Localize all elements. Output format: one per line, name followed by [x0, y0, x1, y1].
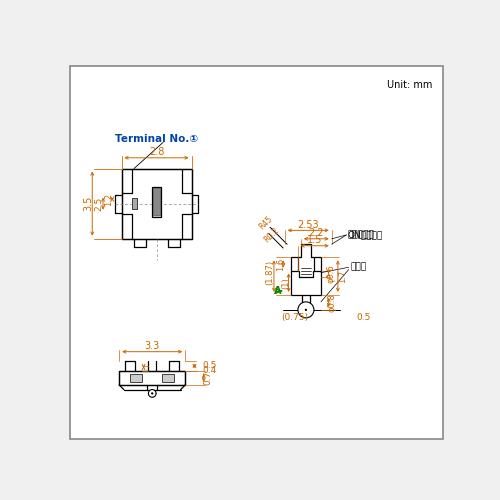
Text: 0.5: 0.5 — [202, 362, 216, 370]
Text: ON初始位置: ON初始位置 — [348, 230, 383, 239]
Text: (1.87): (1.87) — [266, 260, 274, 285]
Bar — [162, 374, 174, 382]
Text: (0.75): (0.75) — [282, 313, 308, 322]
Text: Unit: mm: Unit: mm — [387, 80, 432, 90]
Text: 1.6: 1.6 — [276, 258, 284, 270]
Bar — [132, 198, 136, 209]
Text: 2.8: 2.8 — [149, 148, 164, 158]
Text: 1.7: 1.7 — [338, 270, 347, 283]
Text: Terminal No.①: Terminal No.① — [116, 134, 198, 144]
Text: 0.4: 0.4 — [202, 366, 216, 374]
Text: 3.3: 3.3 — [144, 342, 160, 351]
Text: 1.5: 1.5 — [307, 236, 322, 246]
Text: 2.2: 2.2 — [308, 228, 324, 238]
Bar — [152, 186, 161, 216]
Text: A: A — [274, 286, 281, 296]
Text: 3.5: 3.5 — [84, 196, 94, 212]
Circle shape — [298, 302, 314, 318]
Text: 2.5: 2.5 — [94, 196, 104, 210]
Text: R45: R45 — [257, 214, 274, 231]
Bar — [153, 188, 160, 216]
Text: 1.2: 1.2 — [104, 192, 113, 205]
Circle shape — [305, 308, 307, 311]
Text: 定位销: 定位销 — [350, 263, 366, 272]
Text: 0.7: 0.7 — [204, 370, 213, 385]
Text: 2.53: 2.53 — [298, 220, 319, 230]
Text: φ0.6: φ0.6 — [326, 264, 336, 283]
Text: (1): (1) — [281, 277, 290, 288]
Bar — [130, 374, 142, 382]
Bar — [122, 168, 192, 238]
Circle shape — [148, 390, 156, 398]
Bar — [119, 371, 186, 385]
Text: R0.2: R0.2 — [262, 226, 281, 244]
Text: 0.5: 0.5 — [356, 313, 370, 322]
Text: 全行程位置: 全行程位置 — [348, 230, 375, 239]
Circle shape — [151, 392, 154, 394]
Text: φ0.8: φ0.8 — [327, 293, 336, 312]
